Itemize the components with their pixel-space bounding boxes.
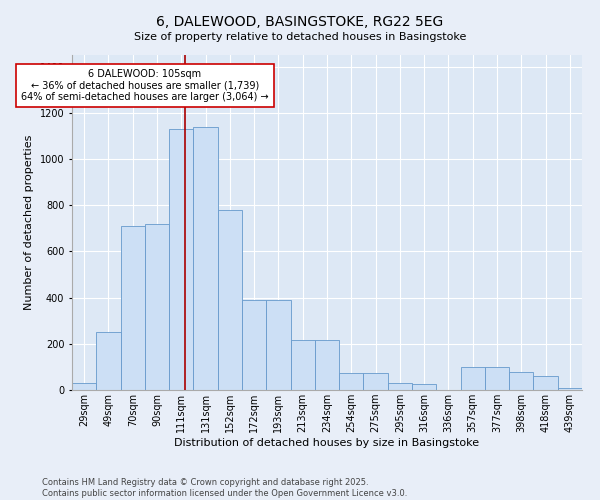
Bar <box>266 300 290 390</box>
Text: 6 DALEWOOD: 105sqm
← 36% of detached houses are smaller (1,739)
64% of semi-deta: 6 DALEWOOD: 105sqm ← 36% of detached hou… <box>21 69 269 102</box>
Bar <box>558 388 582 390</box>
Bar <box>193 126 218 390</box>
Bar <box>412 384 436 390</box>
Bar <box>339 372 364 390</box>
Text: Size of property relative to detached houses in Basingstoke: Size of property relative to detached ho… <box>134 32 466 42</box>
Bar <box>218 210 242 390</box>
Bar <box>290 340 315 390</box>
Bar <box>315 340 339 390</box>
Bar <box>145 224 169 390</box>
Bar <box>242 300 266 390</box>
Bar <box>485 367 509 390</box>
Bar <box>509 372 533 390</box>
Bar <box>121 226 145 390</box>
Bar <box>388 383 412 390</box>
Y-axis label: Number of detached properties: Number of detached properties <box>24 135 34 310</box>
Bar <box>461 367 485 390</box>
Text: Contains HM Land Registry data © Crown copyright and database right 2025.
Contai: Contains HM Land Registry data © Crown c… <box>42 478 407 498</box>
Bar <box>533 376 558 390</box>
Bar <box>72 383 96 390</box>
X-axis label: Distribution of detached houses by size in Basingstoke: Distribution of detached houses by size … <box>175 438 479 448</box>
Bar <box>169 129 193 390</box>
Bar <box>364 372 388 390</box>
Text: 6, DALEWOOD, BASINGSTOKE, RG22 5EG: 6, DALEWOOD, BASINGSTOKE, RG22 5EG <box>157 15 443 29</box>
Bar <box>96 332 121 390</box>
